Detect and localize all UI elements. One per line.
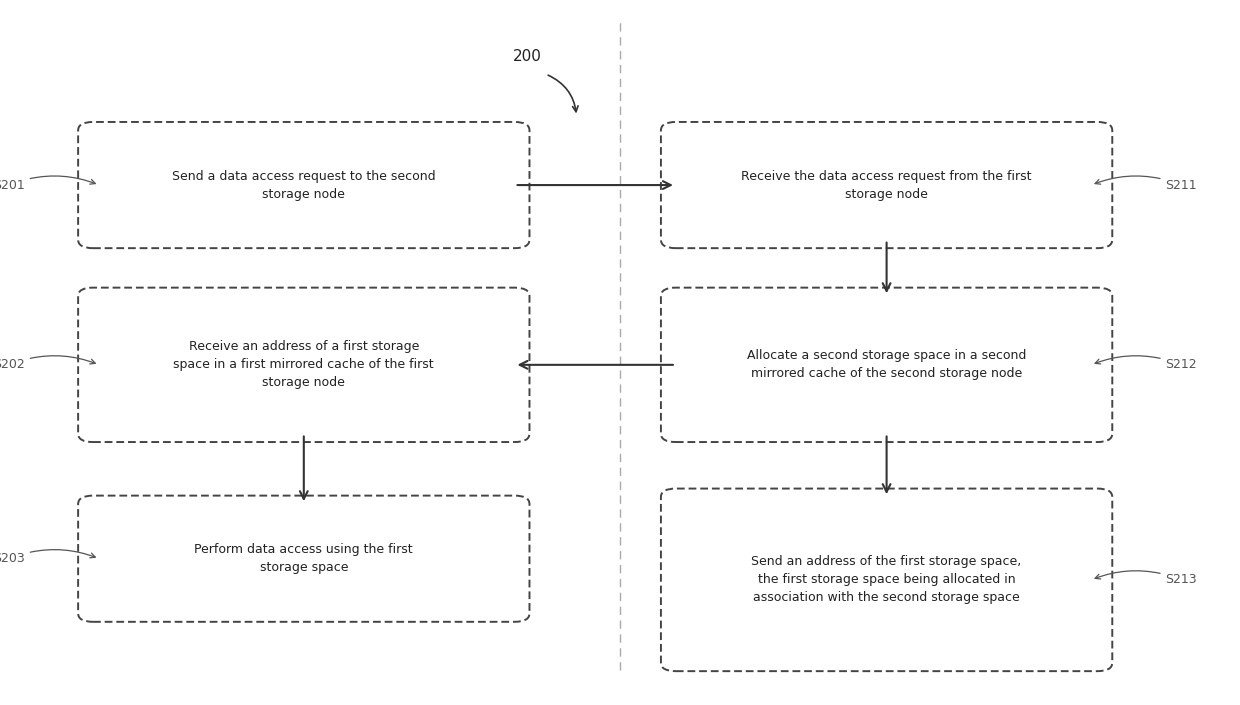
FancyBboxPatch shape: [661, 122, 1112, 248]
Text: S203: S203: [0, 550, 95, 565]
Text: S212: S212: [1095, 356, 1198, 372]
FancyBboxPatch shape: [78, 122, 529, 248]
Text: Receive the data access request from the first
storage node: Receive the data access request from the…: [742, 170, 1032, 200]
Text: S202: S202: [0, 356, 95, 372]
Text: S213: S213: [1095, 571, 1198, 587]
Text: 200: 200: [512, 49, 542, 64]
Text: Send an address of the first storage space,
the first storage space being alloca: Send an address of the first storage spa…: [751, 556, 1022, 604]
FancyBboxPatch shape: [78, 288, 529, 442]
Text: Perform data access using the first
storage space: Perform data access using the first stor…: [195, 544, 413, 574]
FancyBboxPatch shape: [661, 288, 1112, 442]
Text: Allocate a second storage space in a second
mirrored cache of the second storage: Allocate a second storage space in a sec…: [746, 350, 1027, 380]
Text: Send a data access request to the second
storage node: Send a data access request to the second…: [172, 170, 435, 200]
FancyBboxPatch shape: [661, 489, 1112, 671]
Text: S201: S201: [0, 176, 95, 192]
FancyBboxPatch shape: [78, 496, 529, 622]
Text: Receive an address of a first storage
space in a first mirrored cache of the fir: Receive an address of a first storage sp…: [174, 341, 434, 389]
Text: S211: S211: [1095, 176, 1198, 192]
